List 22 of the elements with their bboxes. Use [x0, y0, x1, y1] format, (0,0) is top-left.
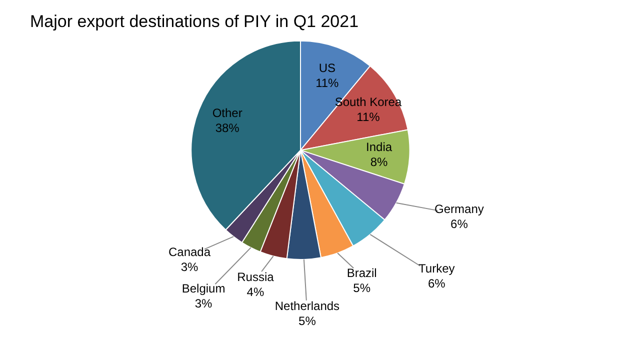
slice-label: US	[318, 60, 336, 75]
data-label: 3%	[180, 260, 199, 274]
data-label: 38%	[215, 121, 240, 136]
data-label: 6%	[450, 217, 468, 232]
slice-label: Canada	[168, 245, 211, 260]
data-label: 6%	[428, 276, 446, 291]
chart-title: Major export destinations of PIY in Q1 2021	[30, 12, 359, 31]
data-label: 5%	[353, 281, 371, 296]
data-label: 11%	[316, 76, 340, 90]
data-label: 8%	[370, 154, 388, 169]
slice-label: Russia	[237, 270, 274, 284]
data-label: 4%	[246, 284, 264, 299]
slice-label: Netherlands	[274, 299, 340, 314]
slice-label: Other	[212, 106, 242, 120]
data-label: 11%	[356, 110, 380, 124]
slice-label: Germany	[434, 202, 484, 216]
slice-label: India	[366, 140, 392, 154]
data-label: 5%	[298, 314, 316, 328]
slice-label: Turkey	[418, 262, 455, 276]
slice-label: Belgium	[182, 281, 226, 296]
data-label: 3%	[194, 296, 213, 310]
slice-label: Brazil	[346, 266, 377, 280]
